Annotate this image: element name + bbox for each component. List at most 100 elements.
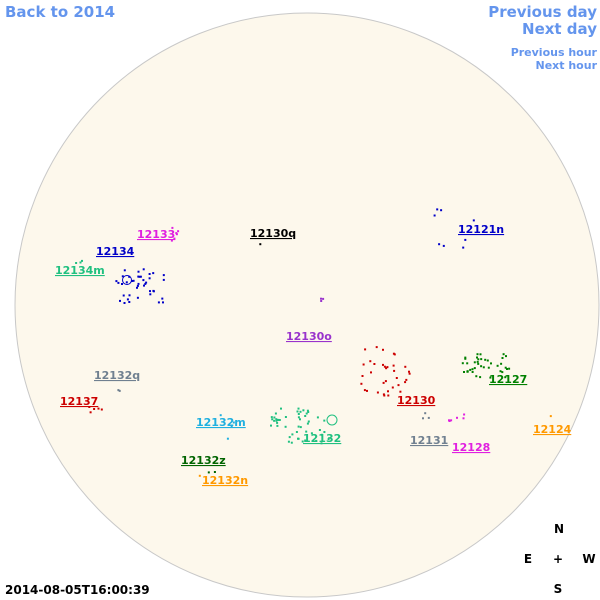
region-label[interactable]: 12124 [533, 423, 572, 436]
spot [322, 297, 325, 300]
spot [471, 371, 474, 373]
spot [433, 214, 436, 217]
spot [456, 416, 458, 419]
spot [306, 422, 309, 425]
spot [375, 346, 378, 349]
spot [307, 420, 310, 423]
spot [392, 364, 395, 367]
spot [475, 375, 478, 378]
spot [479, 353, 482, 356]
region-label[interactable]: 12132 [303, 432, 341, 445]
spot [477, 362, 480, 365]
spot [369, 360, 372, 363]
region-label[interactable]: 12130 [397, 394, 436, 407]
spot [128, 294, 131, 297]
spot [278, 419, 281, 421]
region-label[interactable]: 12132z [181, 454, 226, 467]
spot [427, 416, 430, 419]
spot [385, 367, 388, 370]
spot [88, 406, 91, 408]
spot [123, 269, 126, 272]
spot [448, 420, 451, 422]
region-label[interactable]: 12121n [458, 223, 504, 236]
spot [145, 281, 148, 284]
spot [274, 412, 277, 415]
spot [466, 370, 469, 373]
region-label[interactable]: 12133 [137, 228, 175, 241]
region-label[interactable]: 12134m [55, 264, 105, 277]
spot [486, 359, 489, 362]
spot [121, 283, 123, 285]
spot [327, 438, 330, 441]
spot [273, 416, 276, 419]
spot [366, 389, 368, 392]
spot [484, 358, 487, 361]
spot [136, 284, 139, 287]
spot [395, 377, 398, 379]
region-label[interactable]: 12130q [250, 227, 296, 240]
next-day-link[interactable]: Next day [522, 20, 597, 38]
region-label[interactable]: 12132n [202, 474, 248, 487]
spot [219, 414, 222, 417]
spot [490, 362, 492, 365]
spot [461, 362, 464, 365]
region-label[interactable]: 12128 [452, 441, 490, 454]
spot [121, 275, 124, 278]
spot [462, 417, 465, 420]
previous-hour-link[interactable]: Previous hour [511, 46, 598, 59]
spot [363, 389, 366, 392]
spot [270, 416, 273, 419]
spot [361, 375, 364, 377]
region-label[interactable]: 12130o [286, 330, 332, 343]
spot [318, 429, 321, 431]
spot [213, 471, 216, 473]
spot [152, 272, 155, 275]
spot [382, 393, 385, 396]
spot [207, 471, 210, 474]
spot [393, 369, 396, 372]
spot [295, 431, 298, 433]
spot [89, 411, 92, 414]
spot [504, 376, 507, 379]
spot [117, 389, 120, 392]
spot [149, 293, 152, 296]
spot [276, 424, 279, 427]
spot [373, 363, 376, 365]
spot [275, 418, 278, 421]
region-label[interactable]: 12132m [196, 416, 246, 429]
spot [362, 363, 365, 366]
regions: 12133 12130q 12134 12134m 12121n 12130o 12132q… [55, 208, 572, 487]
spot [442, 244, 445, 247]
spot [148, 277, 151, 280]
previous-day-link[interactable]: Previous day [488, 3, 597, 21]
spot-ring [122, 275, 132, 285]
back-link[interactable]: Back to 2014 [5, 3, 115, 21]
spot [119, 299, 121, 302]
spot [149, 290, 151, 293]
spot [118, 389, 121, 392]
spot [323, 419, 326, 422]
spot [304, 415, 307, 417]
solar-disk [14, 12, 600, 598]
spot [226, 437, 229, 440]
spot [382, 348, 384, 351]
region-label[interactable]: 12137 [60, 395, 98, 408]
spot [463, 413, 466, 416]
spot [198, 474, 201, 477]
spot [259, 243, 262, 246]
spot [399, 390, 402, 393]
spot [284, 425, 287, 428]
spot [473, 361, 476, 364]
next-hour-link[interactable]: Next hour [536, 59, 598, 72]
region-label[interactable]: 12132q [94, 369, 140, 382]
spot [123, 302, 126, 304]
spot [370, 371, 372, 374]
spot [288, 436, 291, 439]
compass-south: S [554, 582, 563, 596]
region-label[interactable]: 12134 [96, 245, 135, 258]
spot [297, 413, 300, 415]
spot [305, 430, 308, 433]
region-label[interactable]: 12131 [410, 434, 448, 447]
region-label[interactable]: 12127 [489, 373, 527, 386]
